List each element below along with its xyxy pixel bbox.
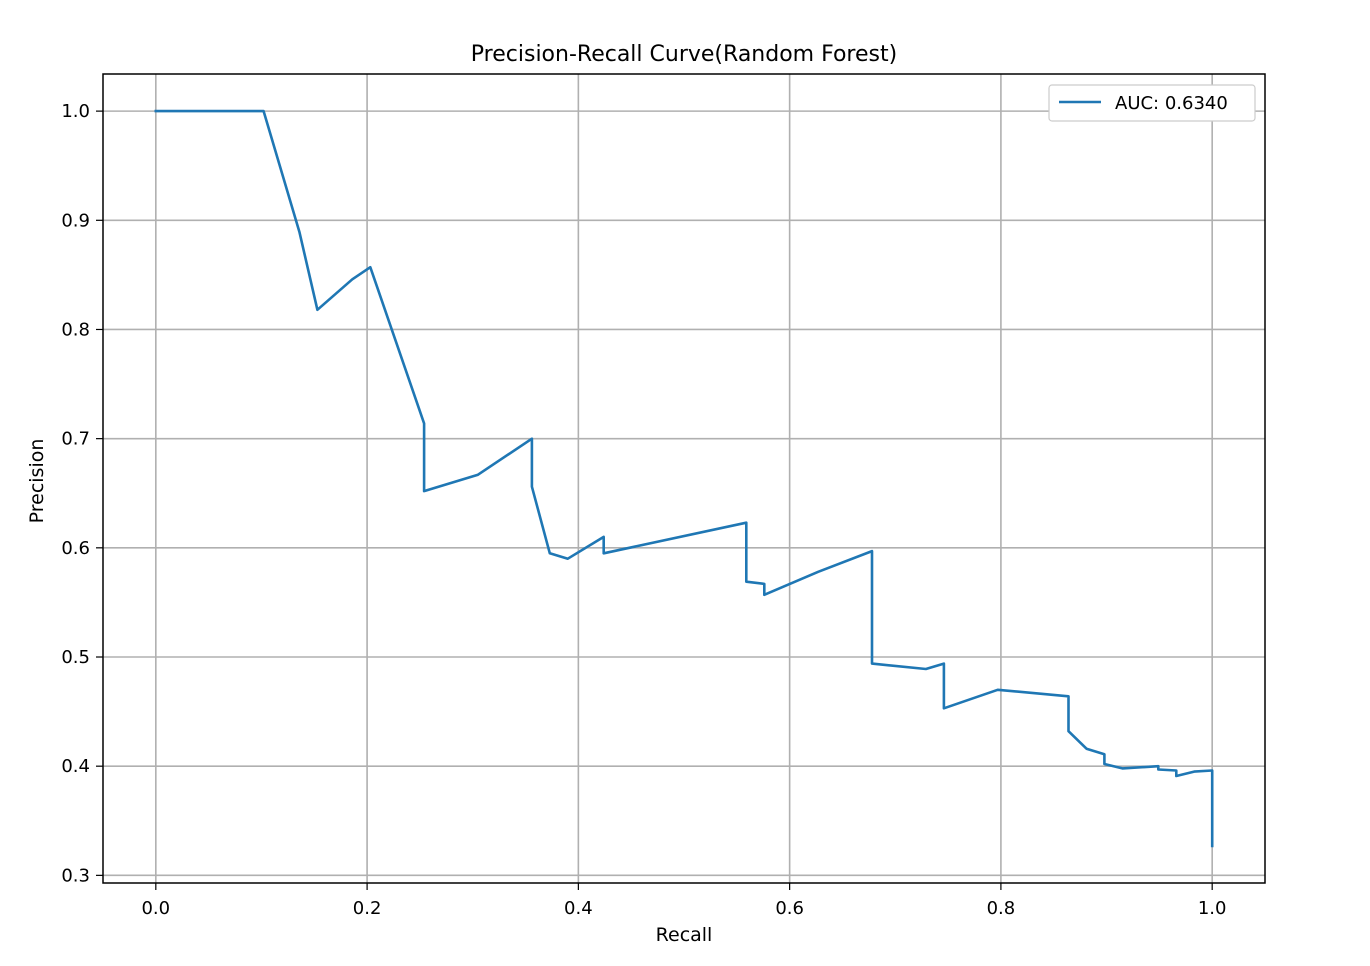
y-tick-label: 0.8 — [61, 319, 90, 340]
x-tick-label: 0.2 — [353, 898, 382, 919]
y-tick-label: 0.3 — [61, 865, 90, 886]
y-tick-label: 0.4 — [61, 756, 90, 777]
x-tick-label: 0.4 — [564, 898, 593, 919]
y-tick-label: 0.6 — [61, 538, 90, 559]
x-tick-label: 0.8 — [987, 898, 1016, 919]
x-tick-label: 0.6 — [775, 898, 804, 919]
pr-curve-line — [154, 109, 1214, 848]
series-layer — [154, 109, 1214, 848]
x-axis-label: Recall — [656, 924, 713, 946]
y-tick-label: 0.9 — [61, 210, 90, 231]
y-tick-label: 0.7 — [61, 429, 90, 450]
chart-title: Precision-Recall Curve(Random Forest) — [471, 42, 897, 67]
legend-entry-label: AUC: 0.6340 — [1115, 93, 1228, 114]
legend: AUC: 0.6340 — [1048, 84, 1256, 122]
y-tick-label: 0.5 — [61, 647, 90, 668]
x-tick-label: 1.0 — [1198, 898, 1227, 919]
axis-ticks: 0.0 0.2 0.4 0.6 0.8 1.0 0.3 0.4 0.5 0.6 0.7 0.8 0.9 1… — [61, 101, 1226, 919]
x-tick-label: 0.0 — [141, 898, 170, 919]
y-tick-label: 1.0 — [61, 101, 90, 122]
y-axis-label: Precision — [26, 439, 48, 524]
legend-box — [1048, 84, 1256, 122]
plot-frame — [102, 73, 1266, 884]
